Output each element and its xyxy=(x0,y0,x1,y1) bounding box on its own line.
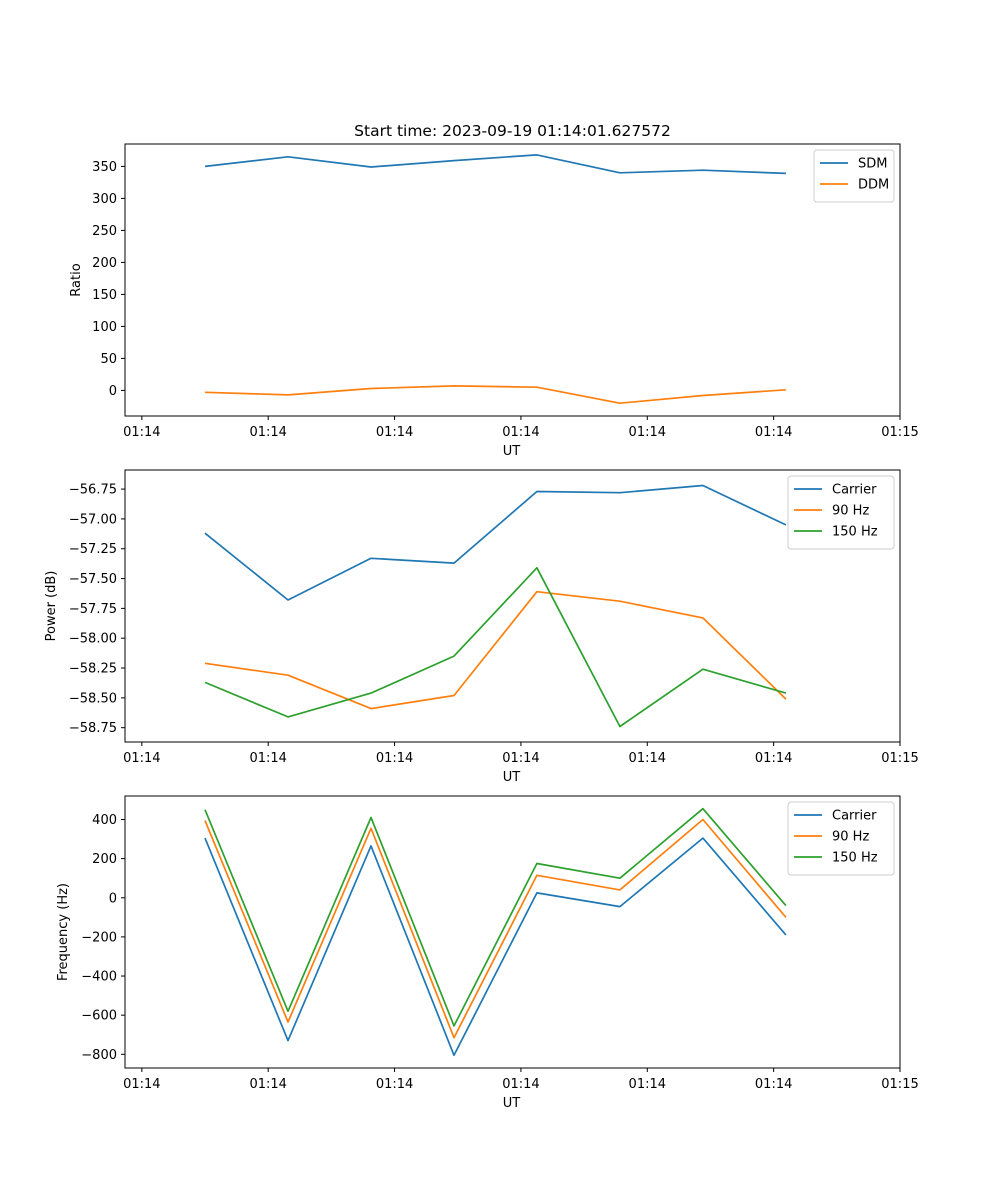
series-line-90-hz xyxy=(204,590,787,710)
legend-label: 90 Hz xyxy=(832,830,869,845)
x-tick-label: 01:14 xyxy=(376,425,413,440)
x-tick-label: 01:14 xyxy=(502,751,539,766)
y-tick-label: 200 xyxy=(92,256,117,271)
x-tick-label: 01:14 xyxy=(249,1077,286,1092)
x-tick-label: 01:14 xyxy=(629,751,666,766)
legend-label: Carrier xyxy=(832,809,877,824)
x-tick-label: 01:14 xyxy=(249,751,286,766)
x-tick-label: 01:14 xyxy=(123,1077,160,1092)
y-tick-label: 300 xyxy=(92,192,117,207)
legend: Carrier 90 Hz 150 Hz xyxy=(787,801,895,876)
legend-label: SDM xyxy=(858,157,887,172)
y-tick-label: −400 xyxy=(81,970,117,985)
x-tick-label: 01:14 xyxy=(376,1077,413,1092)
y-axis-label: Power (dB) xyxy=(44,571,59,642)
plot-frame xyxy=(124,469,901,743)
y-axis-label: Frequency (Hz) xyxy=(56,883,71,981)
y-tick-label: 100 xyxy=(92,320,117,335)
x-tick-label: 01:15 xyxy=(881,425,918,440)
series-line-150-hz xyxy=(204,807,787,1027)
y-tick-label: 150 xyxy=(92,288,117,303)
y-tick-label: −58.00 xyxy=(69,632,117,647)
y-tick-label: −57.00 xyxy=(69,512,117,527)
legend-label: 90 Hz xyxy=(832,504,869,519)
series-line-90-hz xyxy=(204,818,787,1039)
x-axis-label: UT xyxy=(503,770,521,785)
series-line-sdm xyxy=(204,154,786,175)
legend-label: 150 Hz xyxy=(832,525,878,540)
y-tick-label: −200 xyxy=(81,930,117,945)
chart-panel-1: 01:14 01:14 01:14 01:14 01:14 01:14 01:15 0 50 10… xyxy=(69,143,919,459)
y-tick-label: −800 xyxy=(81,1048,117,1063)
y-tick-label: −57.75 xyxy=(69,602,117,617)
y-tick-label: −600 xyxy=(81,1009,117,1024)
plot-frame xyxy=(124,795,901,1069)
y-axis-label: Ratio xyxy=(69,263,84,296)
x-tick-label: 01:14 xyxy=(755,1077,792,1092)
legend: SDM DDM xyxy=(813,149,895,203)
y-tick-label: −58.50 xyxy=(69,691,117,706)
chart-panel-2: 01:14 01:14 01:14 01:14 01:14 01:14 01:15 −58.7… xyxy=(44,469,919,785)
y-tick-label: −58.75 xyxy=(69,721,117,736)
x-tick-label: 01:14 xyxy=(249,425,286,440)
series-line-ddm xyxy=(204,385,786,405)
legend-label: Carrier xyxy=(832,483,877,498)
series-line-150-hz xyxy=(204,566,787,728)
y-tick-label: 0 xyxy=(109,891,117,906)
x-tick-label: 01:15 xyxy=(881,1077,918,1092)
x-tick-label: 01:14 xyxy=(376,751,413,766)
x-tick-label: 01:14 xyxy=(123,751,160,766)
y-tick-label: 200 xyxy=(92,852,117,867)
x-tick-label: 01:14 xyxy=(123,425,160,440)
legend-label: 150 Hz xyxy=(832,851,878,866)
figure-title: Start time: 2023-09-19 01:14:01.627572 xyxy=(354,122,671,140)
y-tick-label: 250 xyxy=(92,224,117,239)
y-tick-label: −57.25 xyxy=(69,542,117,557)
y-tick-label: 0 xyxy=(109,384,117,399)
x-axis-label: UT xyxy=(503,444,521,459)
y-tick-label: 400 xyxy=(92,813,117,828)
plot-frame xyxy=(124,143,901,417)
x-tick-label: 01:15 xyxy=(881,751,918,766)
x-tick-label: 01:14 xyxy=(629,1077,666,1092)
series-line-carrier xyxy=(204,837,787,1057)
legend-label: DDM xyxy=(858,178,889,193)
x-axis-label: UT xyxy=(503,1096,521,1111)
chart-panel-3: 01:14 01:14 01:14 01:14 01:14 01:14 01:15 −800 −… xyxy=(56,795,919,1111)
x-tick-label: 01:14 xyxy=(629,425,666,440)
series-line-carrier xyxy=(204,484,787,601)
y-tick-label: −56.75 xyxy=(69,483,117,498)
y-tick-label: −57.50 xyxy=(69,572,117,587)
y-tick-label: 50 xyxy=(100,352,117,367)
x-tick-label: 01:14 xyxy=(502,425,539,440)
y-tick-label: 350 xyxy=(92,160,117,175)
legend: Carrier 90 Hz 150 Hz xyxy=(787,475,895,550)
x-tick-label: 01:14 xyxy=(755,425,792,440)
x-tick-label: 01:14 xyxy=(502,1077,539,1092)
x-tick-label: 01:14 xyxy=(755,751,792,766)
y-tick-label: −58.25 xyxy=(69,662,117,677)
